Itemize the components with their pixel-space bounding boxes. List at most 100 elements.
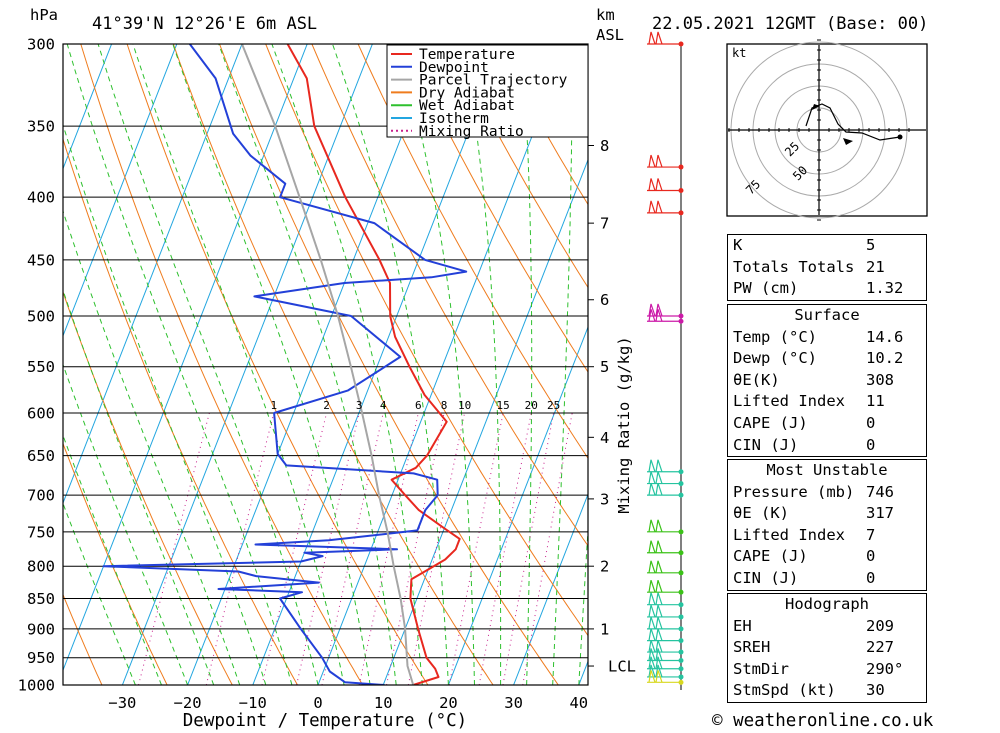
row-value: 290° (866, 659, 904, 678)
barb-flag (648, 303, 663, 317)
barb-dot (678, 638, 684, 644)
isotherm-line (447, 325, 588, 685)
isotherm-line (63, 44, 113, 170)
row-label: EH (733, 616, 752, 635)
mixing-ratio-label: 3 (356, 399, 363, 412)
row-value: 227 (866, 638, 894, 657)
pressure-tick-label: 350 (27, 118, 55, 136)
row-value: 317 (866, 504, 894, 523)
mixing-ratio-line (502, 412, 555, 685)
barb-flag (648, 154, 663, 168)
pressure-tick-label: 650 (27, 447, 55, 465)
temperature-tick-label: −30 (108, 694, 136, 712)
row-value: 14.6 (866, 327, 904, 346)
barb-dot (678, 164, 684, 170)
isotherm-line (63, 44, 178, 338)
barb-flag (648, 200, 663, 214)
row-label: CAPE (J) (733, 547, 808, 566)
series-parcel-trajectory-line (241, 44, 415, 685)
row-label: CAPE (J) (733, 413, 808, 432)
table-row: PW (cm) 1.32 (728, 278, 926, 300)
height-tick-label: LCL (608, 658, 636, 676)
table-row: Totals Totals 21 (728, 257, 926, 279)
height-ref-label: ASL (596, 26, 624, 44)
barb-dot (678, 469, 684, 475)
height-tick-label: 8 (600, 137, 609, 155)
wet-adiabat-line (462, 44, 502, 685)
row-value: 0 (866, 413, 876, 432)
row-label: K (733, 236, 743, 254)
barb-flag (648, 604, 663, 618)
legend-item-label: Wet Adiabat (419, 98, 515, 114)
row-label: StmDir (733, 659, 789, 678)
wet-adiabat-line (97, 44, 319, 685)
barb-flag (648, 656, 663, 669)
barb-dot (678, 210, 684, 216)
dry-adiabat-line (403, 44, 588, 373)
row-value: 5 (866, 236, 876, 254)
table-row: θE (K) 317 (728, 503, 926, 525)
legend-item-label: Dry Adiabat (419, 85, 515, 101)
table-row: Temp (°C) 14.6 (728, 327, 926, 349)
barb-flag (648, 648, 663, 661)
row-label: StmSpd (kt) (733, 681, 836, 700)
wet-adiabat-line (172, 44, 371, 685)
legend-item-label: Mixing Ratio (419, 124, 524, 140)
row-label: Lifted Index (733, 392, 845, 411)
mixing-ratio-label: 10 (458, 399, 471, 412)
row-value: 1.32 (866, 279, 904, 298)
height-tick-label: 2 (600, 558, 609, 576)
barb-flag (648, 31, 663, 45)
temperature-tick-label: 40 (569, 694, 588, 712)
row-value: 21 (866, 257, 885, 276)
barb-flag (648, 670, 663, 683)
height-tick-label: 4 (600, 429, 609, 447)
isotherm-line (513, 492, 588, 685)
pressure-tick-label: 950 (27, 649, 55, 667)
row-label: CIN (J) (733, 568, 799, 587)
wind-barbs (647, 31, 684, 690)
row-value: 308 (866, 370, 894, 389)
mixing-ratio-line (138, 412, 210, 685)
barb-flag (648, 579, 663, 593)
temperature-tick-label: 30 (504, 694, 523, 712)
legend-item-label: Parcel Trajectory (419, 73, 568, 89)
pressure-tick-label: 700 (27, 487, 55, 505)
copyright-footer: © weatheronline.co.uk (712, 711, 934, 731)
x-axis-title: Dewpoint / Temperature (°C) (183, 711, 467, 731)
barb-dot (678, 313, 684, 319)
pressure-tick-label: 800 (27, 558, 55, 576)
barb-dot (678, 649, 684, 655)
index-table: K 5 Totals Totals 21 PW (cm) 1.32 (727, 234, 927, 301)
profiles (102, 44, 468, 685)
surface-table: Surface Temp (°C) 14.6 Dewp (°C) 10.2 θE(K) 30… (727, 304, 927, 458)
height-tick-label: 5 (600, 358, 609, 376)
isotherm-line (121, 44, 373, 685)
row-value: 746 (866, 482, 894, 501)
mixing-ratio-label: 8 (441, 399, 448, 412)
table-row: CAPE (J) 0 (728, 413, 926, 435)
location-title: 41°39'N 12°26'E 6m ASL (92, 14, 317, 34)
isotherm-line (382, 158, 588, 685)
table-row: CIN (J) 0 (728, 435, 926, 457)
table-title: Most Unstable (766, 461, 888, 479)
barb-dot (678, 666, 684, 672)
row-value: 30 (866, 681, 885, 700)
barb-flag (648, 664, 663, 678)
legend-box (386, 44, 589, 138)
pressure-tick-label: 900 (27, 620, 55, 638)
series-dewpoint-line (102, 44, 468, 685)
hodograph-unit-label: kt (732, 46, 746, 60)
temperature-tick-label: −10 (239, 694, 267, 712)
isotherm-line (63, 44, 243, 505)
legend-item-label: Isotherm (419, 111, 489, 127)
barb-dot (678, 674, 684, 680)
mixing-ratio-labels: 1 2 3 4 6 8 10 15 20 25 (270, 399, 560, 412)
table-row: EH 209 (728, 616, 926, 638)
table-row: θE(K) 308 (728, 370, 926, 392)
mixing-ratio-label: 1 (270, 399, 277, 412)
dry-adiabat-line (63, 442, 168, 685)
